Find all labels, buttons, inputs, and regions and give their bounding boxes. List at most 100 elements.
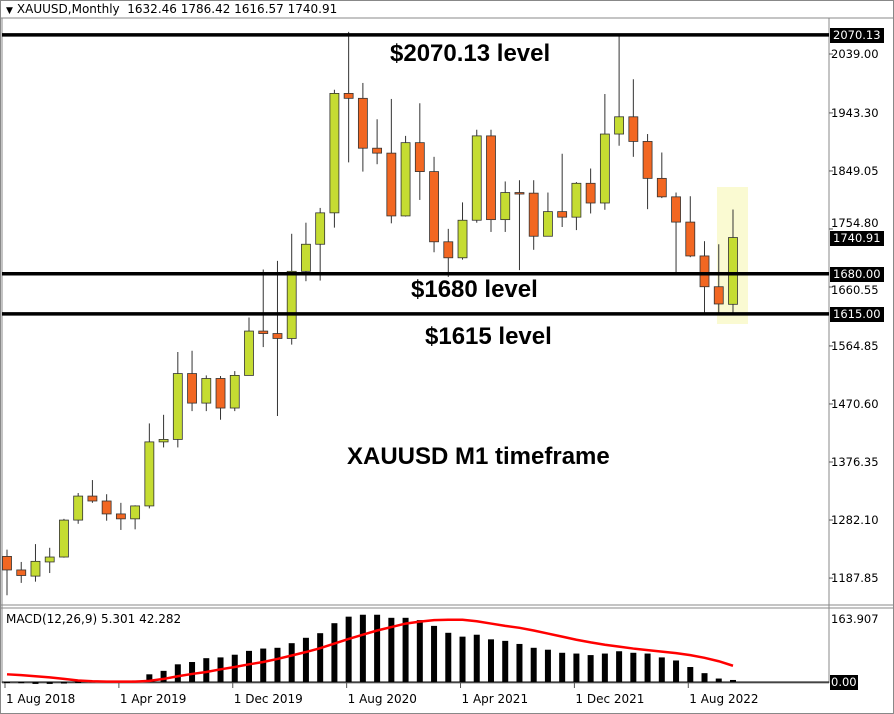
- level-price-label: 1680.00: [830, 266, 884, 282]
- macd-histogram-bar: [146, 674, 153, 682]
- price-tick-label: 2039.00: [831, 47, 879, 61]
- candle-body: [400, 142, 411, 217]
- time-tick-label: 1 Apr 2021: [461, 692, 529, 706]
- macd-histogram-bar: [302, 637, 309, 682]
- macd-histogram-bar: [729, 679, 736, 682]
- macd-tick-label: 163.907: [831, 612, 879, 626]
- macd-histogram-bar: [445, 632, 452, 682]
- macd-histogram-bar: [374, 614, 381, 682]
- ohlc-values: 1632.46 1786.42 1616.57 1740.91: [127, 2, 338, 16]
- macd-histogram-bar: [288, 643, 295, 682]
- candle-body: [585, 182, 596, 204]
- candle-body: [386, 152, 397, 217]
- candle-body: [158, 439, 169, 443]
- time-tick-label: 1 Aug 2020: [347, 692, 417, 706]
- macd-histogram-bar: [4, 682, 10, 683]
- macd-histogram-bar: [32, 682, 39, 684]
- candle-body: [599, 133, 610, 204]
- candle-body: [144, 441, 155, 507]
- price-tick-label: 1282.10: [831, 513, 879, 528]
- macd-histogram-bar: [75, 682, 82, 683]
- candle-body: [215, 378, 226, 409]
- macd-histogram-bar: [260, 648, 267, 682]
- candle-body: [343, 93, 354, 99]
- macd-histogram-bar: [601, 653, 608, 682]
- macd-histogram-bar: [644, 653, 651, 682]
- candle-body: [30, 560, 41, 577]
- macd-histogram-bar: [331, 623, 338, 682]
- macd-histogram-bar: [174, 664, 181, 682]
- chart-header: ▼ XAUUSD,Monthly 1632.46 1786.42 1616.57 …: [6, 2, 337, 16]
- price-tick-label: 1849.05: [831, 163, 879, 178]
- macd-histogram-bar: [559, 652, 566, 682]
- macd-histogram-bar: [487, 639, 494, 682]
- macd-histogram-bar: [245, 650, 252, 682]
- macd-histogram-bar: [530, 647, 537, 682]
- candle-body: [187, 373, 197, 404]
- candle-body: [329, 93, 340, 214]
- candle-body: [229, 374, 240, 409]
- candle-body: [628, 116, 639, 142]
- macd-histogram-bar: [388, 617, 395, 682]
- candle-body: [528, 192, 539, 237]
- candle-body: [73, 495, 84, 521]
- macd-histogram-bar: [160, 670, 167, 682]
- macd-histogram-bar: [431, 625, 438, 682]
- annotation-timeframe: XAUUSD M1 timeframe: [347, 443, 610, 470]
- candle-body: [543, 211, 553, 237]
- dropdown-triangle-icon[interactable]: ▼: [6, 6, 13, 16]
- macd-histogram-bar: [544, 649, 551, 682]
- time-tick-label: 1 Dec 2019: [233, 692, 303, 706]
- annotation-1615-level: $1615 level: [425, 323, 552, 350]
- candle-body: [2, 556, 12, 571]
- time-tick-label: 1 Aug 2022: [689, 692, 759, 706]
- candle-body: [101, 500, 112, 515]
- candle-body: [429, 171, 439, 243]
- candle-body: [557, 211, 568, 218]
- macd-histogram-bar: [274, 647, 281, 682]
- macd-signal-line: [6, 618, 734, 683]
- candle-body: [301, 243, 311, 272]
- candle-body: [471, 135, 482, 221]
- current-price-label: 1740.91: [830, 230, 884, 246]
- candle-body: [713, 286, 724, 305]
- time-tick-label: 1 Aug 2018: [6, 692, 76, 706]
- macd-histogram-bar: [203, 658, 210, 682]
- candle-body: [443, 241, 454, 259]
- annotation-1680-level: $1680 level: [411, 276, 538, 303]
- symbol-label: XAUUSD,Monthly: [16, 2, 120, 16]
- candle-body: [59, 519, 69, 558]
- macd-histogram-bar: [630, 652, 637, 682]
- price-tick-label: 1470.60: [831, 396, 879, 411]
- macd-histogram-bar: [502, 640, 509, 682]
- candle-body: [44, 556, 55, 563]
- macd-histogram-bar: [402, 617, 409, 682]
- candle-body: [286, 270, 297, 339]
- macd-histogram-bar: [516, 643, 523, 682]
- macd-histogram-bar: [616, 651, 623, 682]
- candle-body: [244, 330, 254, 376]
- time-tick-label: 1 Dec 2021: [575, 692, 645, 706]
- macd-histogram-bar: [658, 657, 665, 682]
- price-tick-label: 1187.85: [831, 571, 879, 586]
- price-tick-label: 1754.80: [831, 215, 879, 230]
- macd-histogram-bar: [416, 620, 423, 682]
- candle-body: [642, 141, 653, 179]
- macd-histogram-bar: [46, 682, 53, 684]
- time-tick-label: 1 Apr 2019: [119, 692, 187, 706]
- candle-body: [315, 212, 326, 245]
- candle-body: [130, 505, 141, 520]
- macd-histogram-bar: [573, 653, 580, 682]
- price-tick-label: 1564.85: [831, 338, 879, 353]
- macd-histogram-bar: [587, 655, 594, 682]
- macd-histogram-bar: [687, 667, 694, 682]
- candle-body: [685, 221, 696, 257]
- macd-histogram-bar: [345, 616, 352, 682]
- macd-histogram-bar: [60, 682, 67, 684]
- macd-histogram-bar: [231, 654, 238, 682]
- candle-body: [16, 569, 27, 576]
- macd-histogram-bar: [473, 634, 480, 682]
- candle-body: [656, 177, 667, 198]
- macd-histogram-bar: [317, 633, 324, 682]
